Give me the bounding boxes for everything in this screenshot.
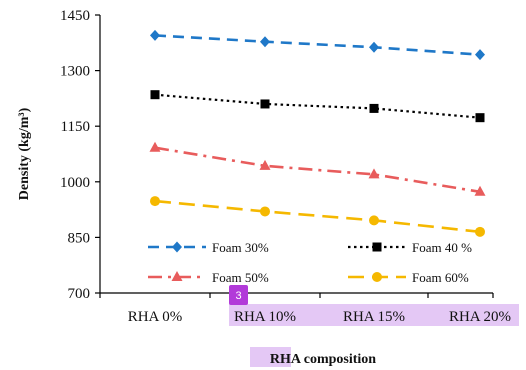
series-1-line: [154, 34, 481, 56]
x-axis-title: RHA composition: [270, 352, 376, 367]
legend-item-2: Foam 40 %: [348, 240, 472, 255]
series-1: [150, 29, 485, 61]
series-2-point-2: [369, 103, 379, 113]
y-tick-label-0: 700: [68, 286, 91, 302]
x-tick-label-1: RHA 10%: [234, 309, 296, 325]
x-tick-labels: RHA 0% RHA 10% RHA 15% RHA 20%: [128, 309, 511, 325]
y-tick-label-5: 1450: [60, 8, 90, 24]
y-axis-title: Density (kg/m³): [17, 107, 32, 200]
series-3-point-0: [149, 141, 161, 152]
legend-swatch-marker-3: [171, 271, 183, 281]
series-3-point-2: [368, 168, 380, 179]
series-4-point-0: [150, 196, 160, 207]
series-1-point-3: [475, 49, 485, 61]
x-tick-label-2: RHA 15%: [343, 309, 405, 325]
highlight-layer: [229, 304, 519, 367]
legend-label-4: Foam 60%: [412, 270, 469, 285]
series-3-point-1: [259, 159, 271, 170]
x-label-highlight: [229, 304, 519, 326]
series-4-line: [154, 199, 481, 234]
series-4-point-2: [369, 215, 379, 226]
legend-swatch-marker-1: [172, 241, 182, 253]
y-tick-labels: 700 850 1000 1150 1300 1450: [60, 8, 90, 302]
series-1-point-2: [369, 41, 379, 53]
series-2: [150, 90, 485, 123]
series-1-point-1: [260, 36, 270, 48]
legend-label-2: Foam 40 %: [412, 240, 472, 255]
badge-box: [229, 285, 248, 305]
series-2-point-1: [260, 99, 270, 109]
y-tick-label-3: 1150: [61, 119, 90, 135]
series-4-point-3: [475, 226, 485, 237]
x-axis-title-rest: composition: [300, 352, 376, 367]
series-1-point-0: [150, 29, 160, 41]
x-title-highlight: [250, 347, 291, 367]
legend-label-3: Foam 50%: [212, 270, 269, 285]
badge-number: 3: [235, 290, 241, 302]
legend-swatch-marker-4: [372, 272, 382, 282]
axes: [95, 14, 494, 298]
x-tick-label-3: RHA 20%: [449, 309, 511, 325]
series-3-point-3: [474, 185, 486, 196]
series-4: [150, 196, 485, 237]
legend-item-1: Foam 30%: [148, 240, 269, 255]
series-layer: [149, 29, 486, 237]
y-tick-label-2: 1000: [60, 175, 90, 191]
x-axis-title-highlight: RHA: [270, 352, 302, 367]
y-tick-label-4: 1300: [60, 64, 90, 80]
series-4-point-1: [260, 206, 270, 217]
legend-item-3: Foam 50%: [148, 270, 269, 285]
x-tick-label-0: RHA 0%: [128, 309, 183, 325]
series-2-point-3: [475, 113, 485, 123]
series-2-line: [154, 93, 481, 119]
annotation-badge: 3: [229, 285, 248, 305]
legend: Foam 30% Foam 40 % Foam 50% Foam 60%: [148, 240, 472, 285]
legend-swatch-marker-2: [372, 242, 382, 252]
series-3-line: [154, 146, 481, 194]
series-2-point-0: [150, 90, 160, 100]
series-3: [149, 141, 486, 196]
legend-item-4: Foam 60%: [348, 270, 469, 285]
legend-label-1: Foam 30%: [212, 240, 269, 255]
y-tick-label-1: 850: [68, 230, 91, 246]
